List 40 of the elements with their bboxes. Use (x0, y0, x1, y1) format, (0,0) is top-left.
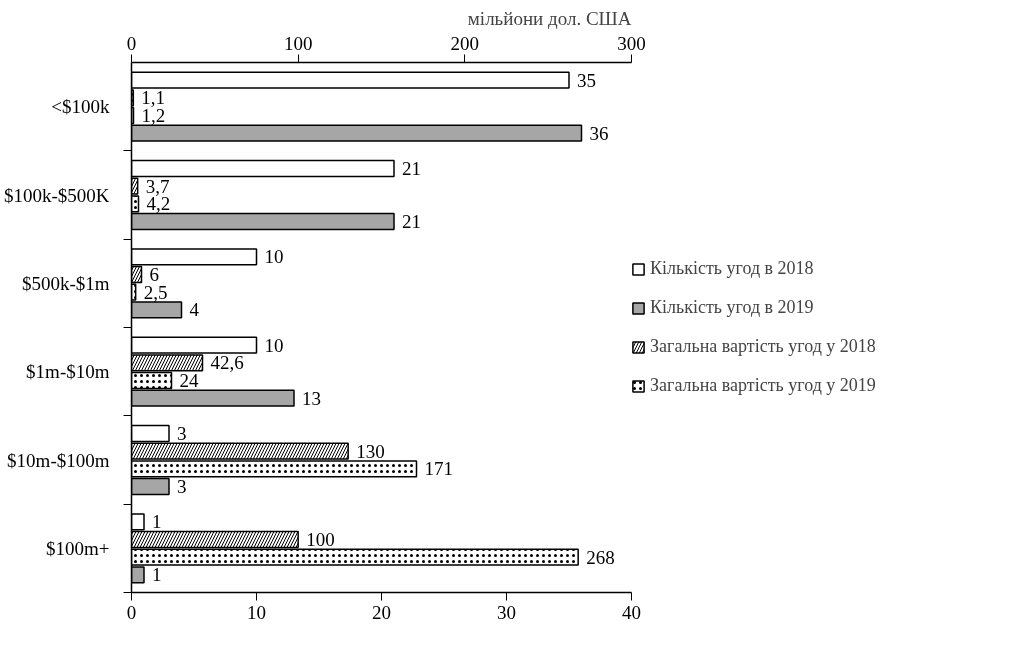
data-label: 21 (402, 211, 421, 232)
data-label: 171 (424, 458, 453, 480)
x-tick-label: 40 (622, 601, 641, 623)
y-tick-label: <$100k (51, 96, 110, 118)
x2-tick-label: 0 (126, 32, 137, 54)
data-label: 3,7 (145, 175, 170, 197)
legend-label: Кількість угод в 2018 (650, 258, 814, 279)
data-label: 4 (189, 299, 200, 321)
y-tick-label: $1m-$10m (26, 361, 110, 383)
legend-label: Кількість угод в 2019 (650, 297, 814, 318)
data-label: 1 (152, 564, 162, 586)
x2-tick-label: 100 (283, 32, 313, 54)
data-label: 3 (177, 423, 187, 444)
x2-tick-label: 300 (617, 32, 646, 54)
x-tick-label: 30 (497, 601, 516, 623)
x2-axis-title: мільйони дол. США (467, 7, 632, 29)
y-tick-label: $500k-$1m (21, 272, 110, 294)
data-label: 3 (177, 476, 187, 497)
data-label: 35 (577, 69, 596, 91)
data-label: 24 (179, 370, 199, 391)
legend-label: Загальна вартість угод у 2018 (650, 336, 876, 357)
y-tick-label: $10m-$100m (7, 449, 110, 471)
data-label: 21 (402, 158, 421, 179)
data-label: 268 (586, 546, 615, 568)
data-label: 13 (302, 387, 321, 409)
data-label: 100 (306, 529, 335, 550)
y-tick-label: $100m+ (46, 537, 110, 559)
y-tick-label: $100k-$500K (3, 184, 110, 206)
data-label: 130 (356, 440, 385, 462)
x-tick-label: 10 (247, 601, 266, 623)
data-label: 42,6 (210, 352, 244, 374)
data-label: 10 (264, 246, 284, 268)
data-label: 1 (152, 511, 162, 533)
x2-tick-label: 200 (450, 32, 480, 54)
x-tick-label: 0 (126, 601, 137, 623)
data-label: 36 (589, 122, 609, 144)
data-label: 1,1 (141, 87, 166, 109)
data-label: 10 (264, 334, 284, 356)
legend-label: Загальна вартість угод у 2019 (650, 375, 876, 396)
x-tick-label: 20 (372, 601, 391, 623)
